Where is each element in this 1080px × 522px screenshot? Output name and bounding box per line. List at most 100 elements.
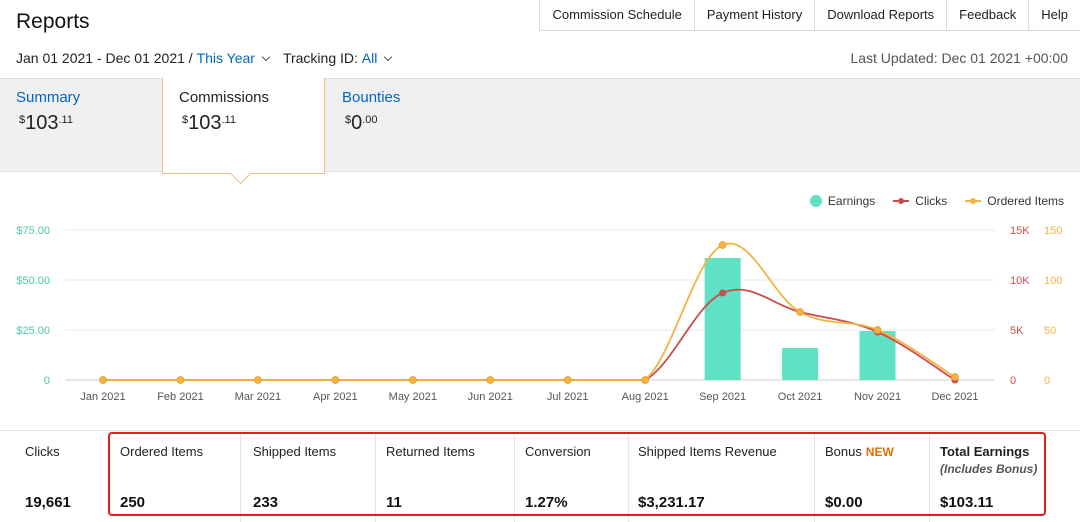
divider <box>929 431 930 522</box>
ordered-items-point <box>718 241 727 249</box>
stat-ordered-items: Ordered Items 250 <box>110 431 240 522</box>
page-title: Reports <box>16 10 90 33</box>
tab-bounties[interactable]: Bounties $0.00 <box>342 78 482 170</box>
summary-amount: $103.11 <box>19 112 73 134</box>
stat-label: Conversion <box>525 444 591 459</box>
divider <box>240 431 241 522</box>
stat-shipped-items: Shipped Items 233 <box>243 431 373 522</box>
stat-value: 250 <box>120 494 146 511</box>
clicks-swatch-icon <box>893 196 910 206</box>
earnings-bar <box>782 348 819 380</box>
top-nav: Commission Schedule Payment History Down… <box>539 0 1080 31</box>
divider <box>628 431 629 522</box>
legend-earnings[interactable]: Earnings <box>809 194 876 208</box>
x-tick-label: Sep 2021 <box>699 391 746 403</box>
stat-label: Ordered Items <box>120 444 204 459</box>
commission-schedule-link[interactable]: Commission Schedule <box>540 0 695 30</box>
divider <box>514 431 515 522</box>
tracking-id-dropdown[interactable]: All <box>361 50 378 66</box>
help-link[interactable]: Help <box>1041 7 1068 22</box>
stat-total-earnings: Total Earnings (Includes Bonus) $103.11 <box>930 431 1050 522</box>
tab-summary-label[interactable]: Summary <box>16 89 81 106</box>
stat-value: $0.00 <box>825 494 863 511</box>
x-tick-label: Jul 2021 <box>547 391 589 403</box>
y-left-tick: 0 <box>44 375 50 387</box>
x-tick-label: Apr 2021 <box>313 391 358 403</box>
tab-commissions[interactable]: Commissions $103.11 <box>162 78 325 174</box>
stat-shipped-revenue: Shipped Items Revenue $3,231.17 <box>628 431 813 522</box>
legend-earnings-label: Earnings <box>827 194 876 208</box>
ordered-items-point <box>331 376 340 384</box>
stat-label: Shipped Items Revenue <box>638 444 777 459</box>
divider <box>375 431 376 522</box>
ordered-items-point <box>486 376 495 384</box>
ordered-items-point <box>254 376 262 384</box>
payment-history-link[interactable]: Payment History <box>695 0 816 30</box>
legend-clicks[interactable]: Clicks <box>893 194 947 208</box>
chevron-down-icon[interactable] <box>384 52 393 61</box>
stat-value: 233 <box>253 494 279 511</box>
stat-conversion: Conversion 1.27% <box>515 431 627 522</box>
x-tick-label: Feb 2021 <box>157 391 203 403</box>
y-right-ordered-tick: 50 <box>1044 325 1056 337</box>
stat-value: 11 <box>386 494 402 511</box>
legend-ordered-items[interactable]: Ordered Items <box>965 194 1064 208</box>
clicks-line <box>103 288 956 381</box>
y-right-ordered-tick: 0 <box>1044 375 1050 387</box>
ordered-items-point <box>951 373 959 381</box>
ordered-items-point <box>99 376 107 384</box>
ordered-items-point <box>641 376 650 384</box>
ordered-items-point <box>408 376 417 384</box>
tracking-id-label: Tracking ID: <box>282 50 358 66</box>
y-left-tick: $50.00 <box>16 275 50 287</box>
ordered-items-swatch-icon <box>965 196 982 206</box>
bounties-amount: $0.00 <box>345 112 378 134</box>
y-right-clicks-tick: 10K <box>1010 275 1030 287</box>
y-right-clicks-tick: 0 <box>1010 375 1016 387</box>
x-tick-label: Oct 2021 <box>778 391 823 403</box>
y-right-ordered-tick: 100 <box>1044 275 1062 287</box>
earnings-chart: 0 0 0 $25.00 5K 50 $50.00 10K 100 $75.00 15K 150 Jan… <box>16 225 1062 403</box>
y-right-ordered-tick: 150 <box>1044 225 1062 237</box>
stat-label: Shipped Items <box>253 444 337 459</box>
ordered-items-line <box>103 242 956 381</box>
chevron-down-icon[interactable] <box>261 52 271 61</box>
x-tick-label: Dec 2021 <box>931 391 978 403</box>
stat-value: $103.11 <box>940 494 994 511</box>
download-reports-link[interactable]: Download Reports <box>815 0 948 30</box>
divider <box>814 431 815 522</box>
stat-value: $3,231.17 <box>638 494 705 511</box>
x-tick-label: Jan 2021 <box>80 391 125 403</box>
stat-sublabel: (Includes Bonus) <box>940 462 1038 476</box>
tab-summary[interactable]: Summary $103.11 <box>16 78 156 170</box>
stat-bonus: Bonus NEW $0.00 <box>815 431 930 522</box>
ordered-items-point <box>176 376 185 384</box>
feedback-link[interactable]: Feedback <box>947 0 1030 30</box>
last-updated: Last Updated: Dec 01 2021 +00:00 <box>850 50 1068 66</box>
earnings-swatch-icon <box>809 195 822 207</box>
commissions-amount: $103.11 <box>182 112 236 134</box>
y-right-clicks-tick: 15K <box>1010 225 1030 237</box>
ordered-items-point <box>563 376 572 384</box>
stat-label: Returned Items <box>386 444 475 459</box>
date-preset-dropdown[interactable]: This Year <box>196 50 255 66</box>
stat-label: Total Earnings <box>940 444 1030 459</box>
stat-returned-items: Returned Items 11 <box>376 431 511 522</box>
earnings-bar <box>704 258 741 380</box>
tab-commissions-label[interactable]: Commissions <box>179 89 270 106</box>
date-range-row: Jan 01 2021 - Dec 01 2021 / This Year Tr… <box>16 50 399 66</box>
x-tick-label: Nov 2021 <box>854 391 901 403</box>
stat-value: 19,661 <box>25 494 71 511</box>
stat-value: 1.27% <box>525 494 568 511</box>
tab-bounties-label[interactable]: Bounties <box>342 89 401 106</box>
stat-clicks: Clicks 19,661 <box>15 431 110 522</box>
stats-row: Clicks 19,661 Ordered Items 250 Shipped … <box>0 430 1080 522</box>
y-left-tick: $25.00 <box>16 325 50 337</box>
legend-ordered-items-label: Ordered Items <box>987 194 1064 208</box>
earnings-bar <box>859 331 896 380</box>
x-tick-label: May 2021 <box>389 391 437 403</box>
y-left-tick: $75.00 <box>16 225 50 237</box>
clicks-point <box>719 289 727 297</box>
stat-label: Bonus NEW <box>825 444 894 459</box>
stat-label: Clicks <box>25 444 60 459</box>
